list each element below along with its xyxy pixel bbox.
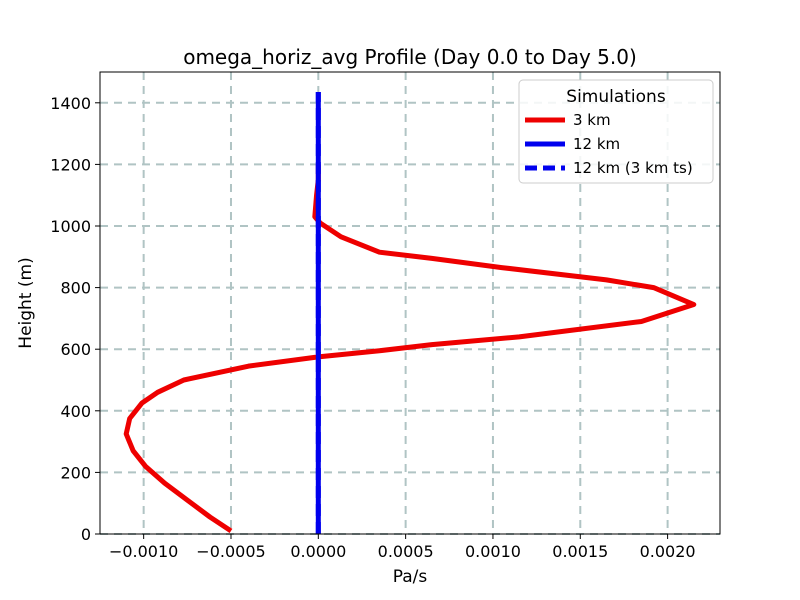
series-layer	[123, 92, 697, 534]
chart-title: omega_horiz_avg Profile (Day 0.0 to Day …	[183, 45, 637, 69]
x-tick-label: 0.0005	[378, 542, 434, 561]
y-tick-label: 1400	[50, 94, 91, 113]
y-tick-label: 1000	[50, 217, 91, 236]
x-tick-label: −0.0010	[109, 542, 178, 561]
legend-entries: 3 km 12 km 12 km (3 km ts)	[525, 111, 693, 177]
legend: Simulations 3 km 12 km 12 km (3 km ts)	[518, 79, 714, 184]
x-tick-label: 0.0000	[290, 542, 346, 561]
y-tick-label: 200	[60, 463, 91, 482]
x-tick-label: 0.0015	[552, 542, 608, 561]
y-tick-label: 0	[81, 525, 91, 544]
y-tick-label: 400	[60, 402, 91, 421]
legend-label: 3 km	[573, 111, 611, 129]
y-tick-label: 800	[60, 279, 91, 298]
legend-title: Simulations	[566, 87, 666, 107]
x-tick-label: 0.0010	[465, 542, 521, 561]
legend-label: 12 km	[573, 135, 620, 153]
y-tick-label: 600	[60, 340, 91, 359]
series-line-1	[123, 164, 697, 534]
plot-frame	[99, 71, 721, 535]
y-axis-label: Height (m)	[16, 257, 36, 348]
x-axis-label: Pa/s	[393, 567, 428, 587]
x-tick-label: −0.0005	[196, 542, 265, 561]
x-tick-label: 0.0020	[640, 542, 696, 561]
y-tick-label: 1200	[50, 155, 91, 174]
legend-label: 12 km (3 km ts)	[573, 159, 693, 177]
tick-layer: −0.0010 −0.0005 0.0000 0.0005 0.0010 0.0015 0.…	[50, 94, 695, 561]
legend-box	[518, 79, 714, 184]
